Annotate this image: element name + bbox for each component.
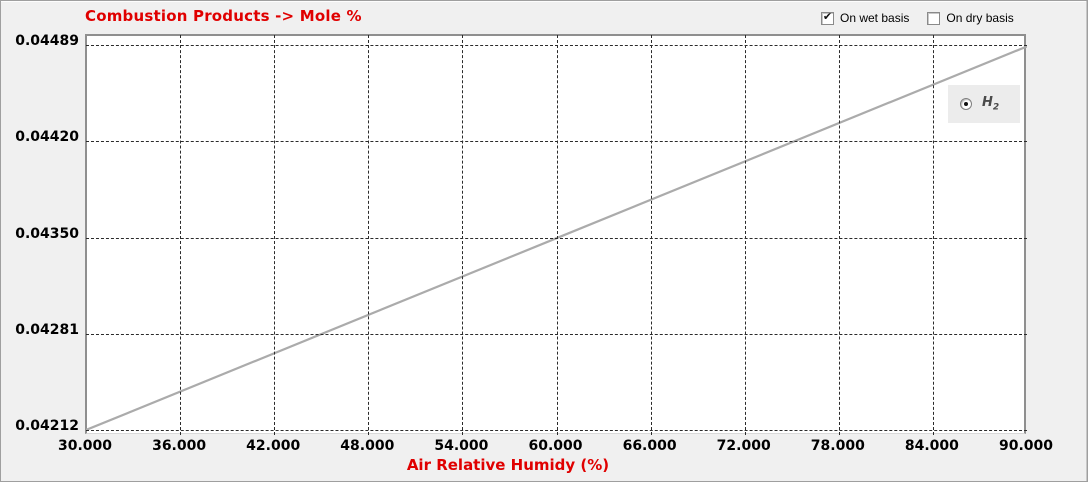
basis-checkbox-group: On wet basis On dry basis (821, 11, 1014, 25)
gridlines-layer (86, 35, 1027, 435)
x-tick-label: 60.000 (528, 438, 583, 454)
v-gridline (650, 35, 652, 435)
x-tick-label: 36.000 (152, 438, 207, 454)
legend-series-label: H2 (982, 95, 1000, 113)
plot-area: H2 (85, 34, 1027, 435)
v-gridline (838, 35, 840, 435)
wet-basis-label: On wet basis (840, 11, 910, 25)
x-tick-label: 30.000 (57, 438, 113, 454)
x-tick-label: 72.000 (716, 438, 771, 454)
x-axis-title: Air Relative Humidy (%) (406, 456, 610, 474)
checkbox-icon[interactable] (821, 11, 834, 25)
v-gridline (744, 35, 746, 435)
y-tick-label: 0.04489 (15, 33, 79, 49)
x-tick-label: 90.000 (998, 438, 1054, 454)
checkbox-icon[interactable] (927, 11, 941, 25)
legend-radio-selected-icon[interactable] (960, 98, 972, 110)
x-tick-label: 84.000 (904, 438, 959, 454)
legend-box[interactable]: H2 (948, 85, 1020, 123)
x-tick-label: 54.000 (434, 438, 489, 454)
chart-title: Combustion Products -> Mole % (85, 7, 362, 25)
dry-basis-label: On dry basis (946, 11, 1014, 25)
x-tick-label: 42.000 (246, 438, 301, 454)
y-tick-label: 0.04212 (15, 418, 79, 434)
v-gridline (180, 35, 182, 435)
wet-basis-checkbox[interactable]: On wet basis (821, 11, 909, 25)
y-tick-label: 0.04420 (15, 129, 79, 146)
v-gridline (274, 35, 276, 435)
y-tick-label: 0.04281 (15, 321, 79, 338)
v-gridline (462, 35, 464, 435)
dry-basis-checkbox[interactable]: On dry basis (927, 11, 1014, 25)
x-tick-label: 48.000 (340, 438, 395, 454)
v-gridline (932, 35, 934, 435)
y-tick-label: 0.04350 (15, 225, 79, 242)
x-tick-label: 66.000 (622, 438, 677, 454)
v-gridline (556, 35, 558, 435)
x-tick-label: 78.000 (810, 438, 865, 454)
v-gridline (368, 35, 370, 435)
